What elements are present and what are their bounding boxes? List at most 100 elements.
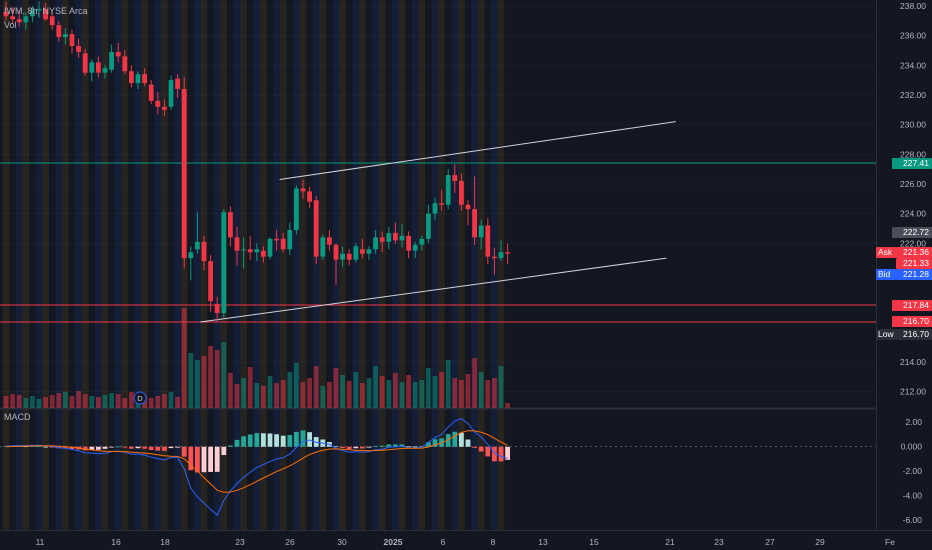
volume-bar — [89, 396, 95, 408]
macd-histogram-bar — [96, 446, 101, 450]
volume-bar — [30, 396, 35, 408]
macd-histogram-bar — [498, 446, 504, 462]
volume-bar — [307, 378, 312, 408]
symbol-title[interactable]: IWM, 8h, NYSE Arca — [4, 6, 88, 16]
time-tick-label: 15 — [589, 537, 599, 547]
time-tick-label: 6 — [441, 537, 446, 547]
candle-body — [122, 56, 128, 72]
session-band — [95, 0, 102, 530]
session-band — [15, 0, 23, 530]
macd-histogram-bar — [307, 432, 312, 447]
candle-body — [142, 74, 147, 84]
volume-bar — [228, 373, 233, 408]
trendline — [279, 121, 676, 181]
macd-histogram-bar — [181, 446, 187, 457]
macd-histogram-bar — [360, 446, 365, 449]
volume-bar — [280, 380, 286, 408]
macd-histogram-bar — [115, 446, 121, 448]
volume-bar — [294, 363, 299, 408]
candle-body — [109, 51, 114, 70]
time-tick-label: 27 — [765, 537, 775, 547]
volume-bar — [485, 380, 491, 408]
macd-legend[interactable]: MACD — [4, 412, 31, 422]
candle-body — [135, 74, 141, 84]
candle-body — [419, 238, 425, 245]
volume-bar — [465, 374, 471, 408]
macd-histogram-bar — [386, 444, 392, 447]
candle-body — [412, 244, 418, 251]
candle-body — [221, 212, 227, 314]
candle-body — [168, 80, 174, 107]
candle-body — [228, 212, 233, 238]
candle-body — [478, 225, 484, 238]
macd-histogram-bar — [445, 434, 451, 447]
time-tick-label: 26 — [285, 537, 295, 547]
session-band — [471, 0, 478, 530]
session-band — [477, 0, 485, 530]
session-band — [62, 0, 69, 530]
session-band — [319, 0, 327, 530]
volume-bar — [472, 358, 477, 408]
candle-body — [373, 237, 378, 250]
volume-bar — [162, 394, 167, 408]
candle-body — [175, 78, 180, 90]
volume-bar — [386, 380, 392, 408]
volume-bar — [16, 395, 22, 408]
candle-body — [465, 204, 471, 210]
time-tick-label: 11 — [36, 537, 45, 547]
candle-body — [89, 62, 95, 73]
candle-body — [294, 188, 299, 230]
candle-body — [36, 8, 42, 11]
macd-histogram-bar — [214, 446, 220, 472]
candle-body — [162, 106, 167, 110]
macd-histogram-bar — [294, 431, 299, 447]
candle-body — [287, 229, 293, 250]
macd-histogram-bar — [89, 446, 95, 450]
candle-body — [307, 191, 312, 202]
session-band — [114, 0, 122, 530]
volume-bar — [168, 392, 174, 408]
bid-tag-label: Bid — [876, 268, 896, 280]
trendlines — [200, 121, 676, 323]
axes: 238.00236.00234.00232.00230.00228.00226.… — [36, 1, 927, 547]
macd-histogram-bar — [280, 435, 286, 447]
volume-legend[interactable]: Vol — [4, 20, 17, 30]
candle-body — [313, 200, 319, 257]
session-band — [279, 0, 287, 530]
time-tick-label: 2025 — [384, 537, 403, 547]
session-band — [75, 0, 82, 530]
candle-body — [472, 209, 477, 238]
session-band — [392, 0, 399, 530]
volume-bar — [208, 346, 213, 408]
volume-bar — [188, 353, 194, 408]
time-tick-label: 30 — [337, 537, 347, 547]
ask-price-tag: 221.36 — [896, 247, 932, 259]
volume-bar — [452, 378, 458, 408]
candle-body — [76, 45, 81, 52]
price-tick-label: 230.00 — [900, 120, 926, 130]
volume-bar — [406, 375, 411, 408]
candle-body — [195, 241, 200, 250]
price-tick-label: 226.00 — [900, 179, 926, 189]
session-band — [438, 0, 445, 530]
candle-body — [188, 252, 194, 259]
candle-body — [386, 232, 392, 242]
session-band — [35, 0, 43, 530]
candle-body — [267, 238, 273, 257]
macd-histogram-bar — [241, 436, 246, 447]
macd-histogram-bar — [373, 446, 378, 447]
candle-body — [261, 250, 266, 257]
macd-histogram-bar — [419, 446, 425, 447]
macd-histogram-bar — [49, 446, 55, 448]
candle-body — [366, 249, 372, 254]
candle-body — [102, 68, 108, 73]
volume-bar — [327, 382, 332, 408]
last_top-price-tag: 222.72 — [892, 227, 932, 239]
macd-histogram-bar — [109, 446, 114, 448]
volume-bar — [373, 366, 378, 408]
volume-bar — [56, 393, 62, 408]
candle-body — [234, 237, 240, 251]
price-tick-label: 214.00 — [900, 357, 926, 367]
macd-tick-label: -4.00 — [903, 491, 923, 501]
